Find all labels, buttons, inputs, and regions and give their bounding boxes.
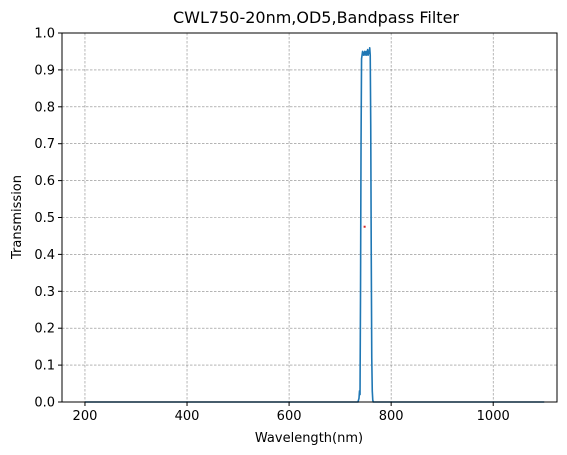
y-tick-label: 0.2 bbox=[34, 322, 55, 337]
x-tick-label: 800 bbox=[379, 409, 404, 424]
y-tick-label: 0.8 bbox=[34, 100, 55, 115]
x-tick-label: 600 bbox=[277, 409, 302, 424]
y-tick-label: 0.6 bbox=[34, 174, 55, 189]
chart-title: CWL750-20nm,OD5,Bandpass Filter bbox=[173, 8, 459, 27]
y-tick-label: 0.0 bbox=[34, 396, 55, 411]
center-marker bbox=[363, 225, 366, 228]
y-tick-label: 0.1 bbox=[34, 359, 55, 374]
series-line bbox=[84, 46, 545, 403]
x-tick-label: 200 bbox=[73, 409, 98, 424]
y-axis-label: Transmission bbox=[10, 175, 25, 260]
y-tick-label: 1.0 bbox=[34, 27, 55, 42]
x-axis-label: Wavelength(nm) bbox=[255, 431, 363, 446]
y-tick-label: 0.3 bbox=[34, 285, 55, 300]
y-tick-label: 0.5 bbox=[34, 211, 55, 226]
y-tick-label: 0.7 bbox=[34, 137, 55, 152]
y-tick-label: 0.4 bbox=[34, 248, 55, 263]
y-axis: 0.0 0.1 0.2 0.3 0.4 0.5 0.6 0.7 0.8 0.9 1.0 bbox=[34, 27, 62, 411]
y-tick-label: 0.9 bbox=[34, 63, 55, 78]
series-layer bbox=[84, 46, 545, 403]
x-axis: 200 400 600 800 1000 bbox=[73, 402, 510, 424]
x-tick-label: 1000 bbox=[477, 409, 510, 424]
x-tick-label: 400 bbox=[175, 409, 200, 424]
